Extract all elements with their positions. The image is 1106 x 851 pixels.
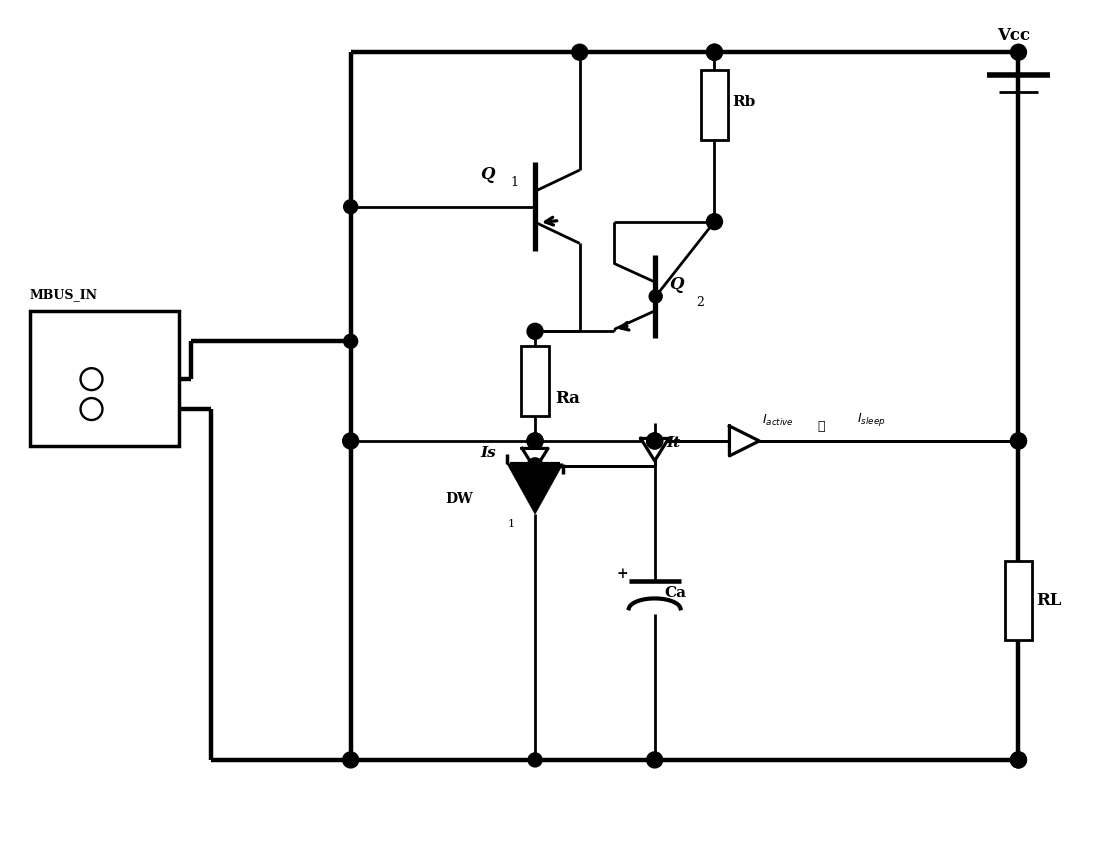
Circle shape [707, 214, 722, 230]
Circle shape [528, 753, 542, 767]
Polygon shape [522, 448, 547, 469]
Circle shape [528, 433, 543, 449]
Circle shape [528, 433, 543, 449]
Text: 1: 1 [510, 176, 518, 189]
Bar [30, 311, 179, 446]
Circle shape [1011, 433, 1026, 449]
Text: MBUS_IN: MBUS_IN [30, 288, 97, 301]
Circle shape [1011, 44, 1026, 60]
Text: Vcc: Vcc [997, 27, 1030, 44]
Bar [1004, 561, 1032, 640]
Polygon shape [508, 464, 563, 514]
Bar [521, 346, 549, 416]
Text: $I_{sleep}$: $I_{sleep}$ [857, 411, 886, 428]
Circle shape [344, 334, 357, 348]
Text: Rb: Rb [732, 95, 755, 109]
Text: 2: 2 [697, 296, 705, 309]
Text: 或: 或 [817, 420, 825, 433]
Text: Is: Is [480, 447, 495, 460]
Circle shape [707, 44, 722, 60]
Circle shape [81, 368, 103, 390]
Text: Q: Q [480, 166, 494, 183]
Text: $I_{active}$: $I_{active}$ [762, 413, 794, 428]
Circle shape [649, 290, 662, 303]
Circle shape [1011, 752, 1026, 768]
Text: 1: 1 [508, 518, 514, 528]
Circle shape [647, 433, 662, 449]
Text: +: + [617, 567, 628, 580]
Circle shape [343, 433, 358, 449]
Circle shape [1011, 433, 1026, 449]
Polygon shape [730, 426, 760, 456]
Text: DW: DW [446, 492, 473, 505]
Bar [700, 70, 729, 140]
Circle shape [1011, 752, 1026, 768]
Circle shape [572, 44, 587, 60]
Circle shape [81, 398, 103, 420]
Text: It: It [667, 437, 681, 450]
Circle shape [707, 44, 722, 60]
Text: Ra: Ra [555, 390, 580, 407]
Circle shape [344, 200, 357, 214]
Polygon shape [640, 438, 669, 460]
Text: Q: Q [669, 276, 685, 293]
Circle shape [528, 458, 543, 474]
Text: RL: RL [1036, 592, 1062, 609]
Circle shape [343, 752, 358, 768]
Circle shape [647, 433, 662, 449]
Circle shape [647, 752, 662, 768]
Circle shape [528, 323, 543, 340]
Text: Ca: Ca [665, 586, 687, 601]
